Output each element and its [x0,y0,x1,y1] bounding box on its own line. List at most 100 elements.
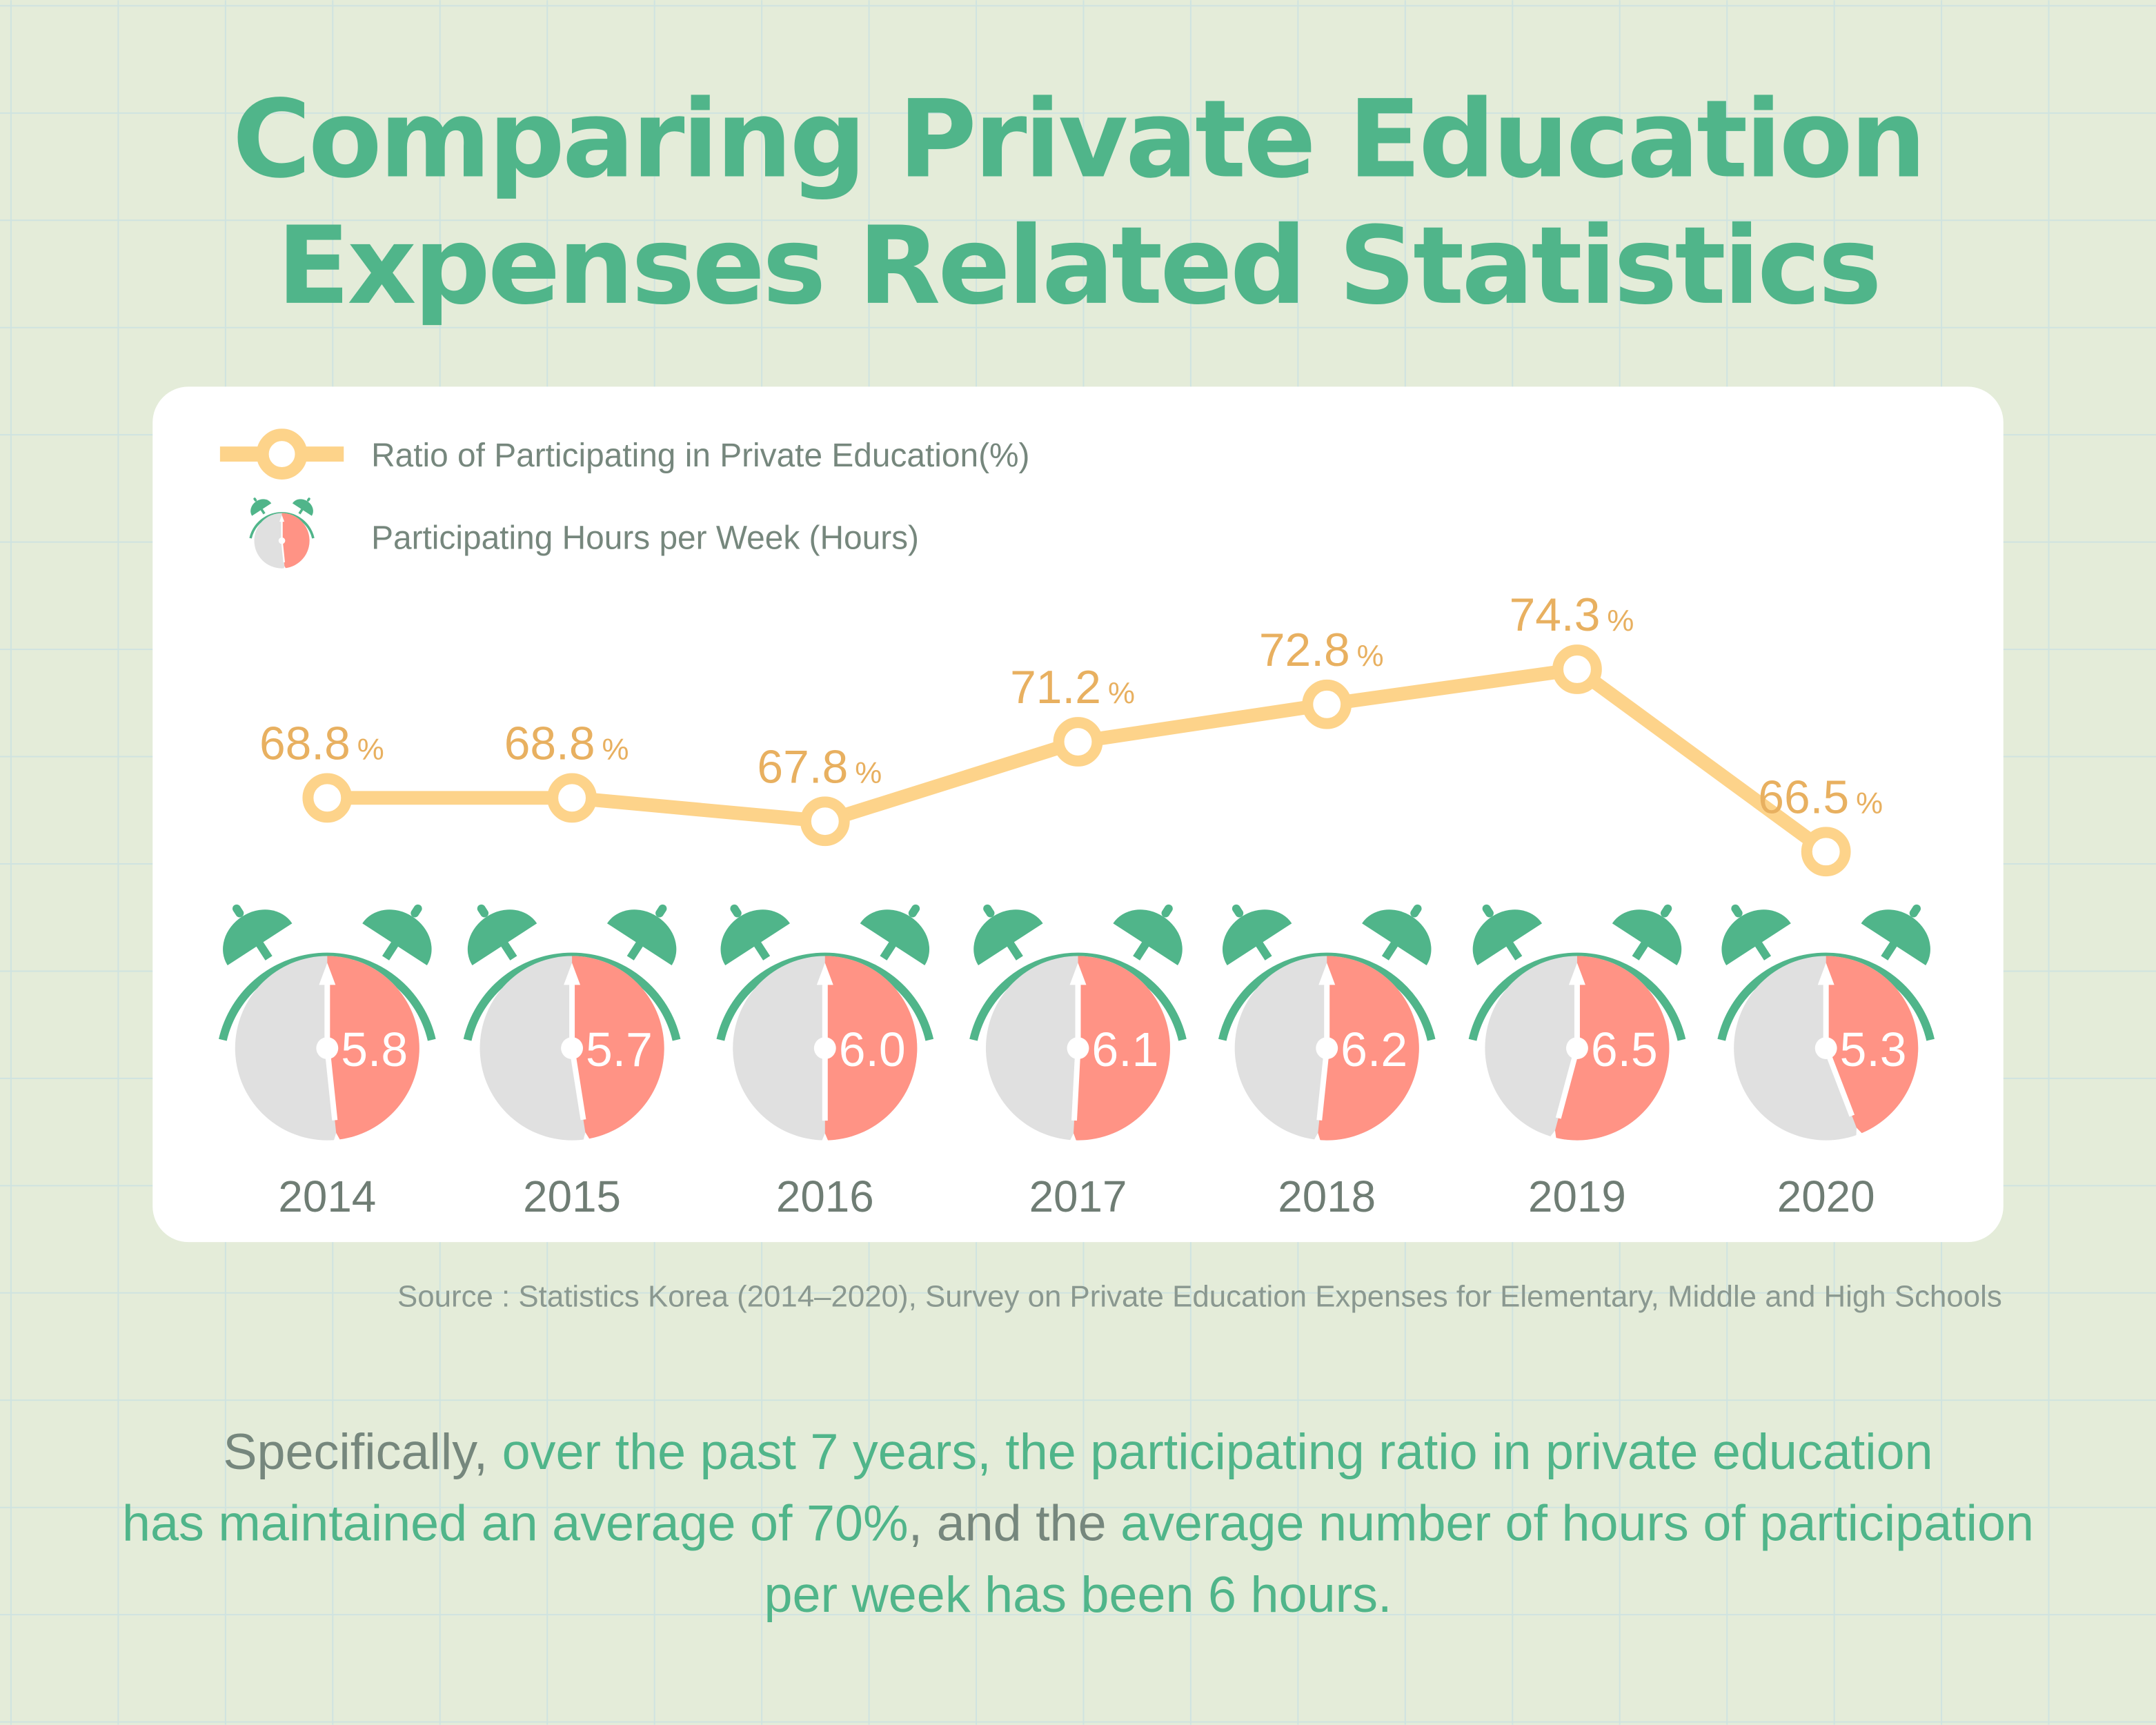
hours-label: 6.5 [1591,1023,1658,1076]
alarm-clock: 6.1 [969,904,1187,1153]
arrow-up-icon [279,515,285,522]
bell-icon [250,497,272,516]
arrow-up-icon [1318,963,1336,985]
arrow-up-icon [564,963,581,985]
clock-pin [316,1037,339,1059]
arrow-head-icon [1064,1133,1081,1153]
clock-pin [813,1037,836,1059]
bell-icon [292,497,313,516]
ratio-point [547,773,597,823]
bell-icon [1223,904,1292,966]
bell-icon [860,904,930,966]
hours-fill [824,956,918,1141]
clock-hand [1316,1047,1330,1121]
arrow-head-icon [282,566,288,573]
clock-hand [281,540,286,563]
hours-fill [327,956,419,1140]
ratio-value-label: 71.2% [1010,662,1135,713]
ratio-point [1552,644,1602,694]
bell-icon [1861,904,1930,966]
plot-area: 68.8 % 5.8 2014 68.8 % 5.7 2015 67.8 % 6.0 2016 71.2… [219,589,1935,1221]
alarm-clock: 6.0 [716,904,934,1153]
hours-label: 6.0 [839,1023,906,1076]
clock-pin [1316,1037,1338,1059]
hours-fill [1553,956,1670,1141]
clock-pin [1814,1037,1837,1059]
bell-icon [1612,904,1682,966]
summary-line-1: Specifically, over the past 7 years, the… [223,1423,1932,1480]
bell-icon [973,904,1043,966]
arrow-up-icon [1568,963,1585,985]
year-label: 2014 [278,1172,376,1221]
summary-line-2: has maintained an average of 70%, and th… [122,1495,2034,1552]
arrow-head-icon [580,1132,597,1153]
year-label: 2020 [1777,1172,1875,1221]
hours-fill [1073,956,1170,1141]
ratio-value-label: 66.5% [1758,771,1883,823]
arrow-up-icon [319,963,336,985]
clock-pin [1067,1037,1089,1059]
clock-pin [561,1037,584,1059]
clock-hand [1823,1047,1855,1117]
ratio-value-label: 74.3% [1510,589,1634,641]
legend-marker-icon [256,428,308,480]
legend: Ratio of Participating in Private Educat… [219,428,1029,573]
arrow-head-icon [1307,1132,1325,1153]
alarm-clock: 5.7 [463,904,681,1153]
bell-icon [720,904,790,966]
bell-icon [1472,904,1543,966]
hours-fill [1317,956,1419,1141]
year-label: 2017 [1029,1172,1127,1221]
alarm-clock: 6.5 [1468,904,1686,1152]
summary-line-3: per week has been 6 hours. [764,1566,1392,1623]
ratio-point [800,796,850,847]
hours-label: 5.3 [1840,1023,1907,1076]
year-label: 2015 [523,1172,621,1221]
clock-pin [1566,1037,1588,1059]
year-label: 2019 [1528,1172,1626,1221]
source-note: Source : Statistics Korea (2014–2020), S… [397,1280,2002,1314]
arrow-head-icon [330,1132,347,1153]
legend-label-hours: Participating Hours per Week (Hours) [371,520,919,557]
ratio-value-label: 67.8% [757,741,882,793]
alarm-clock: 5.3 [1717,904,1935,1149]
alarm-clock: 5.8 [219,904,436,1153]
clock-hand [1071,1047,1081,1121]
bell-icon [223,904,293,966]
clock-hand [324,1047,338,1121]
ratio-value-label: 72.8% [1259,624,1384,676]
bell-icon [362,904,432,966]
ratio-point [1053,717,1103,767]
hours-label: 6.1 [1091,1023,1158,1076]
arrow-up-icon [816,963,833,985]
ratio-value-label: 68.8% [259,718,384,770]
year-label: 2018 [1278,1172,1376,1221]
arrow-head-icon [1542,1130,1559,1152]
hours-label: 5.7 [586,1023,653,1076]
bell-icon [606,904,677,966]
alarm-clock: 6.2 [1218,904,1436,1153]
clock-hand [569,1047,586,1121]
arrow-up-icon [1817,963,1834,985]
hours-fill [572,956,664,1139]
title-line-1: Comparing Private Education [233,77,1923,202]
hours-label: 5.8 [341,1023,408,1076]
arrow-up-icon [1069,963,1087,985]
title-line-2: Expenses Related Statistics [277,204,1879,328]
alarm-clock [249,497,315,573]
clock-hand [1555,1047,1580,1119]
bell-icon [467,904,537,966]
year-label: 2016 [776,1172,874,1221]
ratio-value-label: 68.8% [504,718,629,770]
bell-icon [1113,904,1183,966]
bell-icon [1721,904,1791,966]
ratio-point [302,773,353,823]
clock-pin [278,537,286,544]
arrow-head-icon [816,1133,833,1153]
arrow-head-icon [1855,1127,1872,1149]
hours-fill [281,513,310,569]
hours-label: 6.2 [1341,1023,1407,1076]
ratio-point [1302,679,1352,729]
bell-icon [1362,904,1432,966]
